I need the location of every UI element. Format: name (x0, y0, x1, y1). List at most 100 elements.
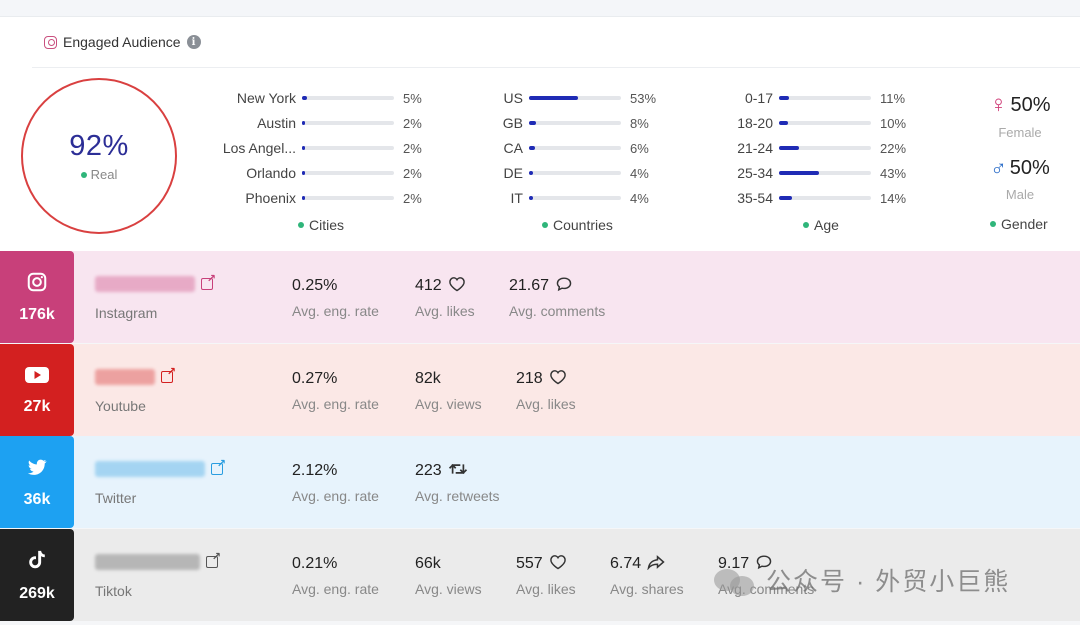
cities-name: Los Angel... (222, 140, 296, 156)
instagram-metric: 21.67 Avg. comments (509, 276, 605, 319)
countries-bar-fill (529, 196, 533, 200)
cities-row: Austin 2% (214, 114, 422, 132)
countries-caption: Countries (542, 217, 613, 233)
instagram-platform-name: Instagram (95, 305, 158, 321)
platform-row-youtube: 27k Youtube 0.27% Avg. eng. rate 82k Avg. vie… (0, 344, 1080, 436)
metric-value-row: 82k (415, 369, 482, 389)
instagram-metric: 412 Avg. likes (415, 276, 475, 319)
instagram-metric: 0.25% Avg. eng. rate (292, 276, 379, 319)
age-caption: Age (803, 217, 839, 233)
real-score-value: 92% (69, 130, 129, 162)
share-icon (647, 554, 665, 575)
external-link-icon[interactable] (206, 550, 221, 568)
age-bar-fill (779, 121, 788, 125)
metric-value-row: 21.67 (509, 276, 605, 296)
countries-bar-track (529, 171, 621, 175)
countries-bar-fill (529, 121, 536, 125)
metric-value-row: 9.17 (718, 554, 814, 574)
countries-dot (542, 222, 548, 228)
cities-pct: 5% (403, 90, 422, 106)
tiktok-icon (26, 548, 48, 577)
header-divider (32, 67, 1080, 68)
metric-value: 218 (516, 370, 543, 387)
cities-pct: 2% (403, 115, 422, 131)
male-label: Male (1005, 187, 1035, 202)
platform-row-tiktok: 269k Tiktok 0.21% Avg. eng. rate 66k Avg. vie… (0, 529, 1080, 621)
real-score-ring: 92% Real (21, 78, 177, 234)
age-pct: 43% (880, 165, 907, 181)
twitter-metric: 223 Avg. retweets (415, 461, 500, 504)
age-pct: 22% (880, 140, 907, 156)
platform-row-instagram: 176k Instagram 0.25% Avg. eng. rate 412 Avg. … (0, 251, 1080, 343)
metric-label: Avg. retweets (415, 488, 500, 504)
countries-caption-text: Countries (553, 217, 613, 233)
countries-row: CA 6% (470, 139, 649, 157)
instagram-account-link[interactable] (95, 272, 216, 292)
cities-name: Orlando (246, 165, 296, 181)
cities-caption-text: Cities (309, 217, 345, 233)
age-bar-fill (779, 196, 792, 200)
real-score-label: Real (80, 167, 117, 182)
gender-female: ♀ 50% Female (978, 91, 1062, 140)
metric-label: Avg. likes (415, 303, 475, 319)
external-link-icon[interactable] (211, 457, 226, 475)
age-name: 18-20 (737, 115, 773, 131)
instagram-icon (44, 35, 57, 49)
youtube-follower-count: 27k (23, 397, 51, 415)
metric-label: Avg. likes (516, 581, 576, 597)
cities-pct: 2% (403, 140, 422, 156)
external-link-icon[interactable] (201, 272, 216, 290)
twitter-account-link[interactable] (95, 457, 226, 477)
countries-bar-fill (529, 171, 533, 175)
instagram-badge[interactable]: 176k (0, 251, 74, 343)
metric-value: 223 (415, 462, 442, 479)
cities-bar-fill (302, 121, 305, 125)
tiktok-account-link[interactable] (95, 550, 221, 570)
watermark: 公众号 · 外贸小巨熊 (714, 562, 1010, 598)
metric-label: Avg. comments (509, 303, 606, 319)
countries-pct: 4% (630, 190, 649, 206)
twitter-badge[interactable]: 36k (0, 436, 74, 528)
cities-bar-fill (302, 171, 305, 175)
tiktok-metric: 66k Avg. views (415, 554, 482, 597)
youtube-account-link[interactable] (95, 365, 176, 385)
external-link-icon[interactable] (161, 365, 176, 383)
metric-value-row: 557 (516, 554, 576, 574)
cities-name: Phoenix (245, 190, 296, 206)
tiktok-badge[interactable]: 269k (0, 529, 74, 621)
countries-pct: 6% (630, 140, 649, 156)
cities-pct: 2% (403, 190, 422, 206)
age-bar-track (779, 96, 871, 100)
metric-label: Avg. eng. rate (292, 488, 379, 504)
countries-bar-track (529, 196, 621, 200)
countries-name: IT (510, 190, 523, 206)
twitter-account-name-redacted (95, 461, 205, 477)
cities-caption: Cities (298, 217, 344, 233)
metric-value: 557 (516, 555, 543, 572)
gender-male: ♂ 50% Male (978, 155, 1062, 202)
cities-bar-fill (302, 96, 307, 100)
age-bar-track (779, 121, 871, 125)
retweet-icon (448, 461, 468, 482)
twitter-platform-name: Twitter (95, 490, 137, 506)
female-symbol-icon: ♀ (989, 91, 1008, 118)
cities-bar-fill (302, 196, 305, 200)
info-icon[interactable]: i (186, 35, 201, 49)
metric-label: Avg. eng. rate (292, 396, 379, 412)
countries-name: DE (503, 165, 523, 181)
countries-bar-track (529, 121, 621, 125)
youtube-metric: 218 Avg. likes (516, 369, 576, 412)
gender-caption-text: Gender (1001, 216, 1048, 232)
metric-value: 412 (415, 277, 442, 294)
metric-value: 0.25% (292, 277, 338, 294)
metric-value-row: 6.74 (610, 554, 684, 574)
youtube-platform-name: Youtube (95, 398, 146, 414)
metric-label: Avg. eng. rate (292, 581, 379, 597)
metric-value-row: 218 (516, 369, 576, 389)
age-dot (803, 222, 809, 228)
age-caption-text: Age (814, 217, 839, 233)
youtube-badge[interactable]: 27k (0, 344, 74, 436)
metric-label: Avg. views (415, 581, 482, 597)
age-bar-fill (779, 96, 789, 100)
metric-label: Avg. likes (516, 396, 576, 412)
